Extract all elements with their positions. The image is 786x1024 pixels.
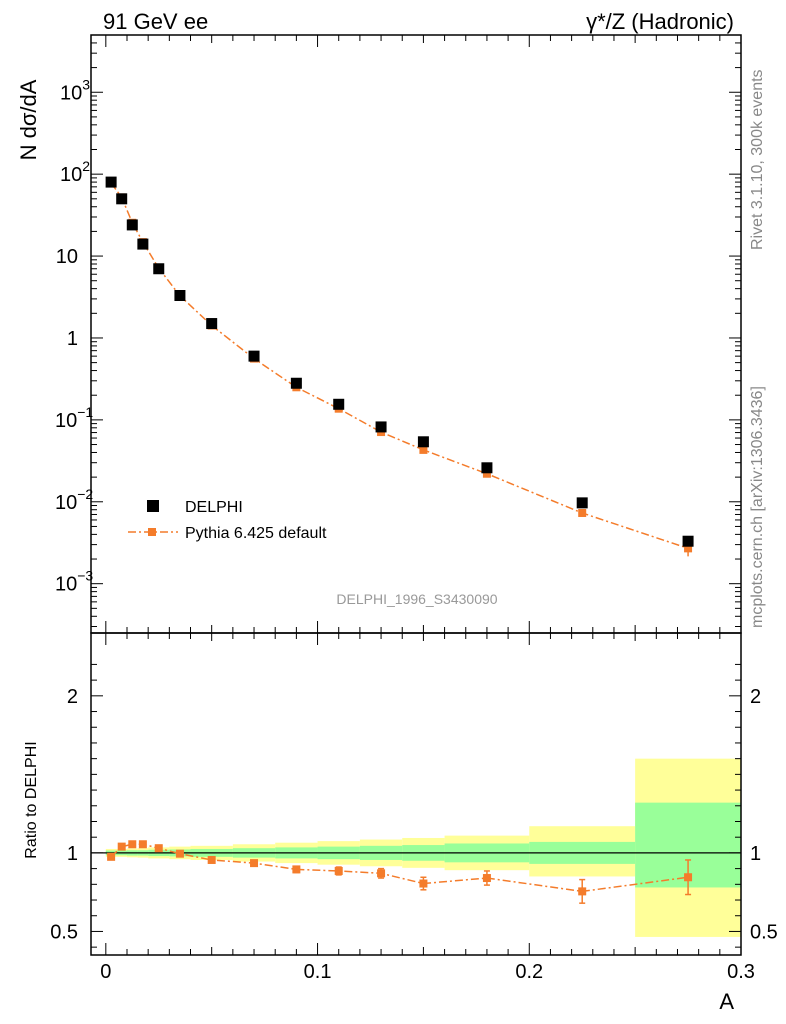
ratio-y-tick-labels: 0.5 0.5 1 1 2 2 [50,686,778,944]
mc-line-main [110,182,689,550]
ratio-frame [90,632,742,956]
mc-point-ratio [250,859,259,868]
mc-point-ratio [334,866,343,875]
data-point-main [116,193,128,205]
mc-point-main [684,544,693,553]
main-y-tick-label-base: 10 [60,82,82,104]
analysis-label: DELPHI_1996_S3430090 [336,591,497,607]
data-points-main [105,176,694,547]
data-point-main [576,497,588,509]
mc-point-ratio [684,873,693,882]
ratio-x-tick-labels: 0 0.1 0.2 0.3 [100,961,755,983]
main-y-tick-label: 103 [60,76,90,104]
data-point-main [290,377,302,389]
main-y-tick-label-exp: −3 [77,568,93,584]
ratio-y-tick-label-right: 0.5 [750,921,778,943]
main-axis-ticks [91,34,742,633]
main-y-tick-label-base: 10 [55,410,77,432]
data-point-main [137,238,149,250]
legend-data-label: DELPHI [185,499,243,516]
mcplots-label: mcplots.cern.ch [arXiv:1306.3436] [749,386,766,628]
data-point-main [333,398,345,410]
main-y-tick-label-base: 10 [55,492,77,514]
mc-point-main [578,508,587,517]
mc-point-ratio [377,869,386,878]
data-point-main [105,176,117,188]
data-point-main [248,350,260,362]
main-y-tick-label-base: 10 [60,164,82,186]
legend-mc-marker [148,528,156,536]
main-y-tick-label: 102 [60,158,90,186]
mc-point-ratio [482,874,491,883]
ratio-y-tick-label-right: 1 [750,843,761,865]
ratio-band-inner [105,802,741,888]
ratio-y-tick-label-left: 2 [67,686,78,708]
mc-point-ratio [175,849,184,858]
main-y-tick-label: 10−3 [55,568,93,596]
x-tick-label: 0.3 [727,961,755,983]
ratio-axis-ticks [91,633,742,955]
ratio-panel: 0.5 0.5 1 1 2 2 0 0.1 0.2 0.3 Ratio to DELPHI A [23,632,778,1014]
rivet-version-label: Rivet 3.1.10, 300k events [749,69,766,250]
x-axis-label: A [719,989,734,1014]
main-y-tick-label-exp: 2 [82,158,90,174]
mc-points-ratio [107,840,693,904]
x-tick-label: 0.1 [304,961,332,983]
header-right-label: γ*/Z (Hadronic) [586,9,734,34]
ratio-y-tick-label-left: 1 [67,843,78,865]
main-y-tick-label: 1 [67,328,78,350]
ratio-y-tick-label-left: 0.5 [50,921,78,943]
legend-mc-label: Pythia 6.425 default [185,525,327,542]
data-point-main [206,318,218,330]
x-tick-label: 0 [100,961,111,983]
legend: DELPHI Pythia 6.425 default [128,499,327,542]
ratio-y-tick-label-right: 2 [750,686,761,708]
legend-data-marker [147,500,159,512]
main-y-tick-label-exp: −1 [77,404,93,420]
main-frame [90,34,742,634]
main-y-tick-label: 10−1 [55,404,93,432]
mc-point-ratio [128,840,137,849]
mc-point-main [482,469,491,478]
x-tick-label: 0.2 [515,961,543,983]
header-left-label: 91 GeV ee [103,9,208,34]
main-y-tick-label-exp: 3 [82,76,90,92]
data-point-main [682,535,694,547]
main-y-tick-label: 10−2 [55,486,93,514]
main-y-tick-label-base: 10 [55,574,77,596]
ratio-y-axis-label: Ratio to DELPHI [23,741,40,858]
main-y-tick-label-exp: −2 [77,486,93,502]
mc-point-ratio [154,844,163,853]
data-point-main [126,219,138,231]
mc-point-ratio [419,879,428,888]
mc-point-ratio [578,887,587,896]
mc-point-main [419,445,428,454]
data-point-main [417,436,429,448]
data-point-main [375,421,387,433]
data-point-main [481,462,493,474]
data-point-main [153,263,165,275]
data-point-main [174,289,186,301]
mc-point-ratio [207,855,216,864]
main-y-axis-label: N dσ/dA [16,79,41,160]
mc-point-ratio [117,842,126,851]
mc-point-ratio [138,840,147,849]
mc-point-ratio [107,852,116,861]
main-y-tick-label: 10 [56,246,78,268]
mc-point-ratio [292,865,301,874]
